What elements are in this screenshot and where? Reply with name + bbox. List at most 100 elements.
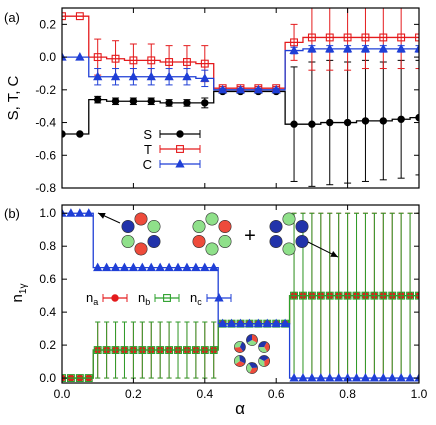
point-C bbox=[182, 71, 192, 81]
point-S bbox=[94, 95, 102, 104]
point-C bbox=[271, 84, 281, 94]
point-nc bbox=[155, 262, 165, 272]
series-nc bbox=[62, 208, 419, 382]
point-T bbox=[93, 53, 102, 62]
panel-b-xlabel: α bbox=[235, 399, 245, 418]
ring-site-sector bbox=[264, 342, 270, 352]
point-nb bbox=[129, 346, 138, 354]
ytick-label: 0.4 bbox=[39, 305, 56, 319]
xtick-label: 0.2 bbox=[125, 387, 142, 401]
point-nb bbox=[299, 291, 307, 300]
legend-label-nb: nb bbox=[138, 290, 150, 307]
xtick-label: 0.8 bbox=[339, 387, 356, 401]
point-nb bbox=[120, 346, 129, 354]
point-T bbox=[415, 33, 419, 42]
point-C bbox=[360, 43, 371, 53]
xtick-label: 0.0 bbox=[54, 387, 71, 401]
arrow-head bbox=[330, 251, 338, 257]
point-S bbox=[379, 117, 387, 125]
point-T bbox=[111, 54, 120, 63]
panel-b-legend: na nb nc bbox=[86, 290, 232, 307]
ring-site-sector bbox=[235, 361, 245, 367]
panel-b-ylabel-sub: 1γ bbox=[18, 284, 29, 295]
panel-b-frame bbox=[61, 204, 420, 384]
point-nc bbox=[146, 262, 156, 272]
legend-marker-S bbox=[176, 130, 184, 138]
ring-site-sector bbox=[247, 340, 257, 346]
ring-site bbox=[258, 341, 271, 353]
point-nb bbox=[290, 291, 298, 300]
point-nb bbox=[406, 291, 415, 300]
ring-site bbox=[121, 220, 135, 234]
point-nc bbox=[137, 262, 147, 272]
point-T bbox=[200, 59, 209, 68]
point-S bbox=[111, 97, 120, 105]
point-nb bbox=[397, 291, 406, 300]
ring-site bbox=[192, 220, 206, 234]
xtick-label: 0.6 bbox=[268, 387, 285, 401]
ytick-label: 0.6 bbox=[39, 272, 56, 286]
ytick-label: -0.4 bbox=[35, 116, 56, 130]
point-T bbox=[397, 33, 406, 42]
point-nc bbox=[396, 373, 406, 382]
point-nc bbox=[298, 373, 308, 382]
point-nc bbox=[191, 262, 201, 272]
point-nb bbox=[84, 374, 93, 383]
point-C bbox=[110, 71, 121, 81]
legend-marker-nb bbox=[163, 294, 171, 302]
point-nb bbox=[75, 374, 84, 383]
point-C bbox=[253, 84, 263, 94]
ring-site bbox=[269, 235, 283, 249]
point-nb bbox=[361, 291, 370, 300]
legend-label-C: C bbox=[143, 157, 152, 172]
point-T bbox=[343, 33, 352, 42]
point-C bbox=[414, 43, 419, 53]
point-S bbox=[62, 130, 66, 138]
ring-site bbox=[233, 341, 246, 353]
point-nb bbox=[307, 291, 316, 300]
ring-site bbox=[134, 212, 148, 226]
point-C bbox=[289, 45, 299, 55]
point-nb bbox=[334, 291, 343, 300]
point-T bbox=[307, 33, 316, 42]
point-nb bbox=[66, 374, 75, 383]
ytick-label: 0.2 bbox=[39, 17, 56, 31]
point-S bbox=[308, 120, 316, 128]
point-nb bbox=[370, 291, 379, 300]
ring-site bbox=[295, 235, 309, 249]
point-C bbox=[75, 52, 85, 61]
point-C bbox=[200, 73, 210, 82]
point-C bbox=[396, 43, 406, 53]
legend-marker-C bbox=[175, 158, 185, 168]
panel-a-label: (a) bbox=[4, 10, 20, 25]
point-nc bbox=[119, 262, 130, 272]
point-nc bbox=[164, 262, 174, 272]
point-nb bbox=[102, 346, 111, 354]
panel-b-label: (b) bbox=[4, 206, 20, 221]
point-S bbox=[326, 118, 334, 127]
point-nc bbox=[316, 373, 326, 382]
ring-site bbox=[246, 362, 258, 374]
point-S bbox=[201, 99, 209, 107]
ytick-label: 1.0 bbox=[39, 206, 56, 220]
inset-arrow-right bbox=[307, 241, 339, 258]
ytick-label: 0.0 bbox=[39, 371, 56, 385]
point-nc bbox=[351, 373, 362, 382]
panel-b: 0.0 0.2 0.4 0.6 0.8 1.0 0.0 0.2 0.4 0.6 0.8 1.0 (b)… bbox=[4, 204, 428, 418]
point-nc bbox=[262, 318, 272, 328]
point-nc bbox=[66, 208, 76, 217]
panel-a-series bbox=[62, 8, 419, 187]
arrow-head bbox=[98, 212, 106, 219]
panel-a-frame bbox=[61, 7, 420, 189]
ring-site bbox=[258, 355, 271, 367]
legend-marker-nc bbox=[214, 292, 224, 302]
panel-a-ylabel: S, T, C bbox=[5, 75, 22, 120]
inset-arrow-left bbox=[97, 212, 121, 224]
panel-b-ylabel-main: n bbox=[9, 294, 26, 302]
ring-site-sector bbox=[259, 355, 269, 361]
ring-site bbox=[282, 212, 296, 226]
panel-b-insets: + bbox=[97, 212, 339, 374]
ytick-label: 0.2 bbox=[39, 338, 56, 352]
